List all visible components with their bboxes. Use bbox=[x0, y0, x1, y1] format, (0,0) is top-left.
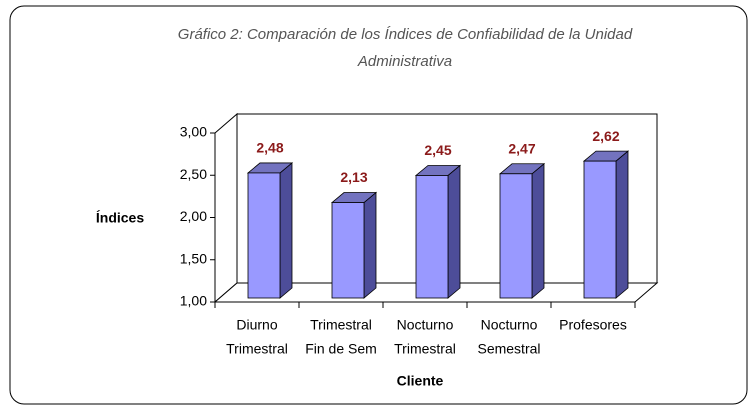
x-tick-label: Nocturno bbox=[397, 317, 454, 333]
x-tick-label: Trimestral bbox=[310, 317, 372, 333]
x-axis-title: Cliente bbox=[397, 373, 444, 389]
value-label: 2,45 bbox=[424, 142, 451, 158]
value-label: 2,13 bbox=[340, 169, 367, 185]
value-label: 2,62 bbox=[592, 128, 619, 144]
y-axis-title: Índices bbox=[96, 210, 144, 226]
bar bbox=[331, 202, 365, 299]
bar bbox=[415, 175, 449, 299]
bar-side bbox=[279, 162, 293, 299]
bar bbox=[247, 172, 281, 299]
x-tick-label: Fin de Sem bbox=[305, 341, 377, 357]
bar-side bbox=[447, 164, 461, 299]
x-tick-label: Semestral bbox=[477, 341, 540, 357]
chart-title: Gráfico 2: Comparación de los Índices de… bbox=[178, 26, 633, 43]
bar-side bbox=[615, 150, 629, 299]
y-tick-label: 1,50 bbox=[180, 250, 207, 266]
y-tick-label: 1,00 bbox=[180, 293, 207, 309]
value-label: 2,47 bbox=[508, 140, 535, 156]
side-wall bbox=[214, 112, 238, 304]
y-tick-label: 2,00 bbox=[180, 208, 207, 224]
x-tick-label: Profesores bbox=[559, 317, 627, 333]
x-tick-label: Nocturno bbox=[481, 317, 538, 333]
x-tick-label: Trimestral bbox=[226, 341, 288, 357]
y-tick-label: 3,00 bbox=[180, 124, 207, 140]
chart-title: Administrativa bbox=[357, 53, 452, 70]
bar bbox=[583, 160, 617, 299]
x-tick-label: Diurno bbox=[236, 317, 277, 333]
x-tick-label: Trimestral bbox=[394, 341, 456, 357]
bar-side bbox=[531, 162, 545, 299]
value-label: 2,48 bbox=[256, 140, 283, 156]
bar bbox=[499, 173, 533, 299]
y-tick-label: 2,50 bbox=[180, 166, 207, 182]
bar-side bbox=[363, 191, 377, 299]
